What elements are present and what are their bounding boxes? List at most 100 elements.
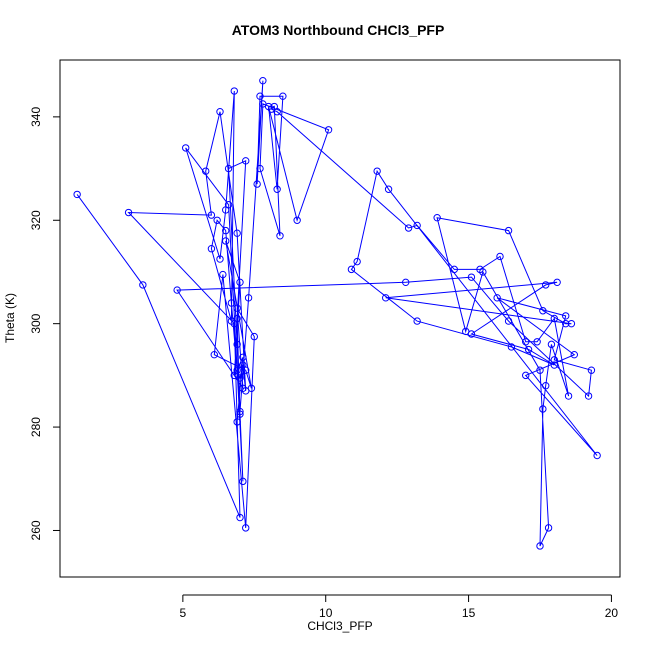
y-axis-label: Theta (K) <box>3 293 17 343</box>
data-point <box>207 211 216 219</box>
data-point <box>182 144 190 152</box>
data-point <box>479 268 487 276</box>
data-point <box>219 270 227 279</box>
data-point <box>230 371 238 380</box>
data-point <box>547 340 556 349</box>
data-point <box>236 410 244 418</box>
x-tick-label: 5 <box>180 606 187 620</box>
data-point <box>404 224 413 232</box>
data-point <box>233 418 241 426</box>
data-point <box>242 157 250 165</box>
data-point <box>413 317 421 325</box>
data-point <box>256 92 264 100</box>
x-tick-label: 10 <box>319 606 333 620</box>
data-point <box>233 314 241 323</box>
data-point <box>224 201 233 209</box>
data-point <box>216 255 224 263</box>
data-point <box>433 213 441 222</box>
data-point <box>539 405 547 413</box>
data-point <box>242 524 250 532</box>
data-point <box>584 392 593 400</box>
data-point <box>373 167 381 175</box>
x-axis: 5 10 15 20 <box>180 594 619 620</box>
data-point <box>542 382 550 390</box>
data-point <box>524 345 533 354</box>
data-point <box>413 221 421 230</box>
series-line <box>76 80 598 547</box>
data-point <box>239 477 247 486</box>
series-layer <box>73 76 601 550</box>
data-point <box>522 338 530 346</box>
data-point <box>536 366 544 374</box>
data-point <box>239 353 247 361</box>
data-point <box>239 384 247 392</box>
y-tick-label: 260 <box>29 520 43 540</box>
data-point <box>542 281 550 289</box>
data-point <box>562 312 570 320</box>
x-axis-label: CHCl3_PFP <box>307 619 372 633</box>
data-point <box>593 451 601 460</box>
data-point <box>273 185 281 193</box>
data-point <box>507 343 516 351</box>
data-point <box>402 278 410 287</box>
data-point <box>324 126 333 134</box>
data-point <box>539 307 547 315</box>
data-point <box>124 208 133 217</box>
data-point <box>236 407 244 416</box>
data-point <box>242 366 250 374</box>
data-point <box>213 216 221 224</box>
chart-title: ATOM3 Northbound CHCl3_PFP <box>232 22 445 38</box>
x-tick-label: 15 <box>462 606 476 620</box>
y-tick-label: 340 <box>29 107 43 127</box>
data-point <box>233 340 241 349</box>
data-point <box>73 190 81 199</box>
data-point <box>467 330 476 338</box>
data-point <box>522 371 530 380</box>
data-point <box>567 319 576 328</box>
data-point <box>233 304 241 312</box>
data-point <box>236 513 244 522</box>
y-tick-label: 300 <box>29 313 43 333</box>
data-point <box>250 332 258 341</box>
data-point <box>293 216 301 224</box>
data-point <box>279 92 287 100</box>
x-tick-label: 20 <box>605 606 619 620</box>
data-point <box>587 366 596 374</box>
y-tick-label: 280 <box>29 417 43 437</box>
data-point <box>570 350 578 359</box>
data-point <box>353 257 361 266</box>
data-point <box>493 294 501 302</box>
data-point <box>202 167 210 175</box>
data-point <box>562 319 570 328</box>
data-point <box>504 317 513 325</box>
y-tick-label: 320 <box>29 210 43 230</box>
data-point <box>553 278 561 287</box>
data-point <box>564 392 573 400</box>
data-point <box>382 294 390 302</box>
data-point <box>550 361 558 369</box>
data-point <box>230 87 238 95</box>
data-point <box>450 265 458 274</box>
data-point <box>227 299 236 307</box>
data-point <box>276 232 284 240</box>
data-point <box>550 314 558 323</box>
data-point <box>236 278 244 287</box>
data-point <box>139 281 147 289</box>
data-point <box>207 245 216 253</box>
data-point <box>247 384 256 392</box>
data-point <box>550 356 558 364</box>
data-point <box>259 100 267 108</box>
data-point <box>222 237 230 245</box>
data-point <box>256 164 264 173</box>
data-point <box>467 273 476 281</box>
y-axis: 260 280 300 320 340 <box>29 107 61 540</box>
data-point <box>384 185 393 193</box>
data-point <box>244 294 253 302</box>
data-point <box>222 226 230 235</box>
data-point <box>173 286 181 294</box>
data-point <box>533 338 541 346</box>
data-point <box>544 524 553 532</box>
data-point <box>273 108 281 116</box>
